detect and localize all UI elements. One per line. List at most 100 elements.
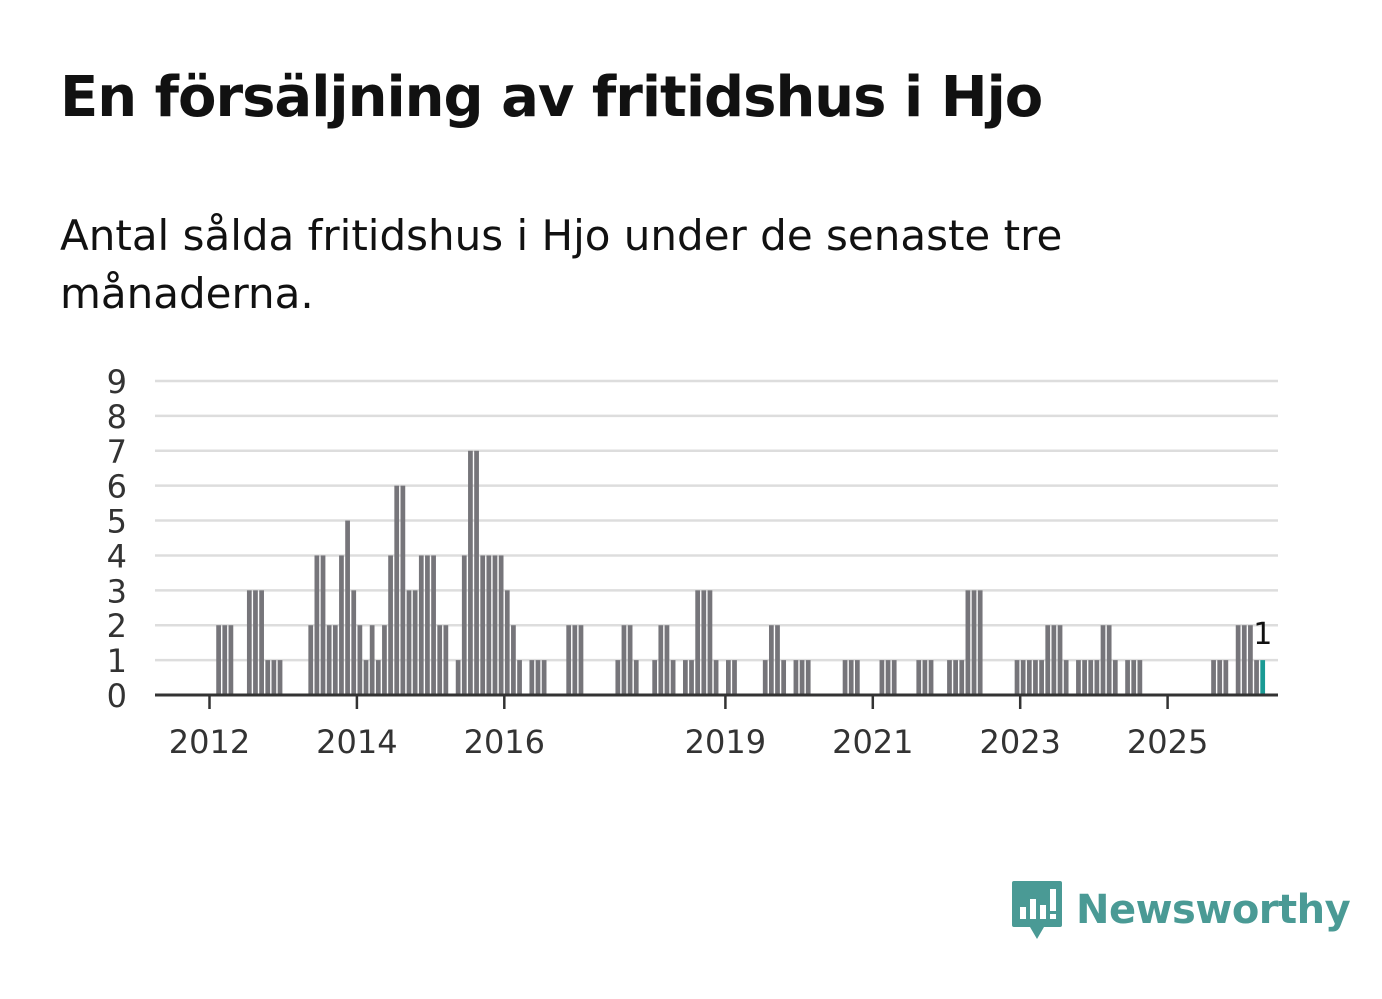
bar [511,625,516,695]
bar [363,660,369,695]
bar [339,555,344,695]
bar [713,660,719,695]
bar [265,660,271,695]
bar [1241,625,1247,695]
bar [326,625,332,695]
bar [1248,625,1253,695]
bar [959,660,965,695]
y-tick-label-1: 1 [107,642,127,680]
bar [1088,660,1094,695]
bar [701,590,707,695]
bar [578,625,584,695]
bar [357,625,363,695]
bar [388,555,393,695]
bar [762,660,768,695]
bar [1082,660,1087,695]
bar [517,660,522,695]
bar [947,660,952,695]
bar [271,660,277,695]
bar [486,555,492,695]
bar [928,660,934,695]
bar [1106,625,1112,695]
newsworthy-logo: Newsworthy [1010,878,1351,942]
bar [664,625,670,695]
bar [683,660,688,695]
bar [375,660,381,695]
bar [320,555,326,695]
bar [474,450,479,695]
x-tick-label-2012: 2012 [169,723,250,761]
bar [842,660,848,695]
bar [627,625,633,695]
bar [418,555,424,695]
bar [885,660,891,695]
x-tick-label-2021: 2021 [832,723,913,761]
bar [228,625,234,695]
bar [977,590,983,695]
bar [775,625,780,695]
bar [1137,660,1143,695]
bar [1026,660,1032,695]
bar [535,660,541,695]
bar [1235,625,1241,695]
bar [1125,660,1130,695]
bar [443,625,449,695]
bar [332,625,338,695]
x-tick-label-2023: 2023 [979,723,1060,761]
bar [1033,660,1038,695]
bars [216,450,1266,695]
y-tick-label-0: 0 [107,677,127,715]
y-tick-label-9: 9 [107,363,127,401]
bar [480,555,486,695]
bar [566,625,572,695]
x-tick-label-2019: 2019 [685,723,766,761]
bar [498,555,504,695]
bar [382,625,387,695]
bar [799,660,805,695]
bar [431,555,436,695]
bar [277,660,283,695]
bar [793,660,799,695]
bar [1094,660,1100,695]
bar [726,660,731,695]
bar [891,660,897,695]
bar [461,555,467,695]
bar [1063,660,1069,695]
bar [805,660,811,695]
bar [529,660,535,695]
bar [253,590,258,695]
bar [222,625,228,695]
bar [412,590,418,695]
x-tick-label-2016: 2016 [464,723,545,761]
bar [492,555,498,695]
bar [848,660,854,695]
y-tick-label-5: 5 [107,503,127,541]
bar [965,590,971,695]
bar [541,660,547,695]
bar [1014,660,1020,695]
brand-name: Newsworthy [1076,887,1351,933]
bar [1254,660,1259,695]
bar [633,660,639,695]
bar [707,590,713,695]
bar [1131,660,1137,695]
bar [621,625,627,695]
bar [768,625,774,695]
bar [879,660,885,695]
y-tick-label-3: 3 [107,572,127,610]
bar [615,660,621,695]
bar [1211,660,1216,695]
bar [572,625,578,695]
bar [425,555,430,695]
chart-title: En försäljning av fritidshus i Hjo [60,65,1043,130]
y-tick-label-2: 2 [107,607,127,645]
bar [781,660,787,695]
x-axis-ticks: 2012 2014 2016 2019 2021 2023 2025 [169,695,1208,761]
bar [971,590,977,695]
bar [406,590,412,695]
bar [1045,625,1051,695]
bar [345,520,350,695]
bar [1217,660,1223,695]
